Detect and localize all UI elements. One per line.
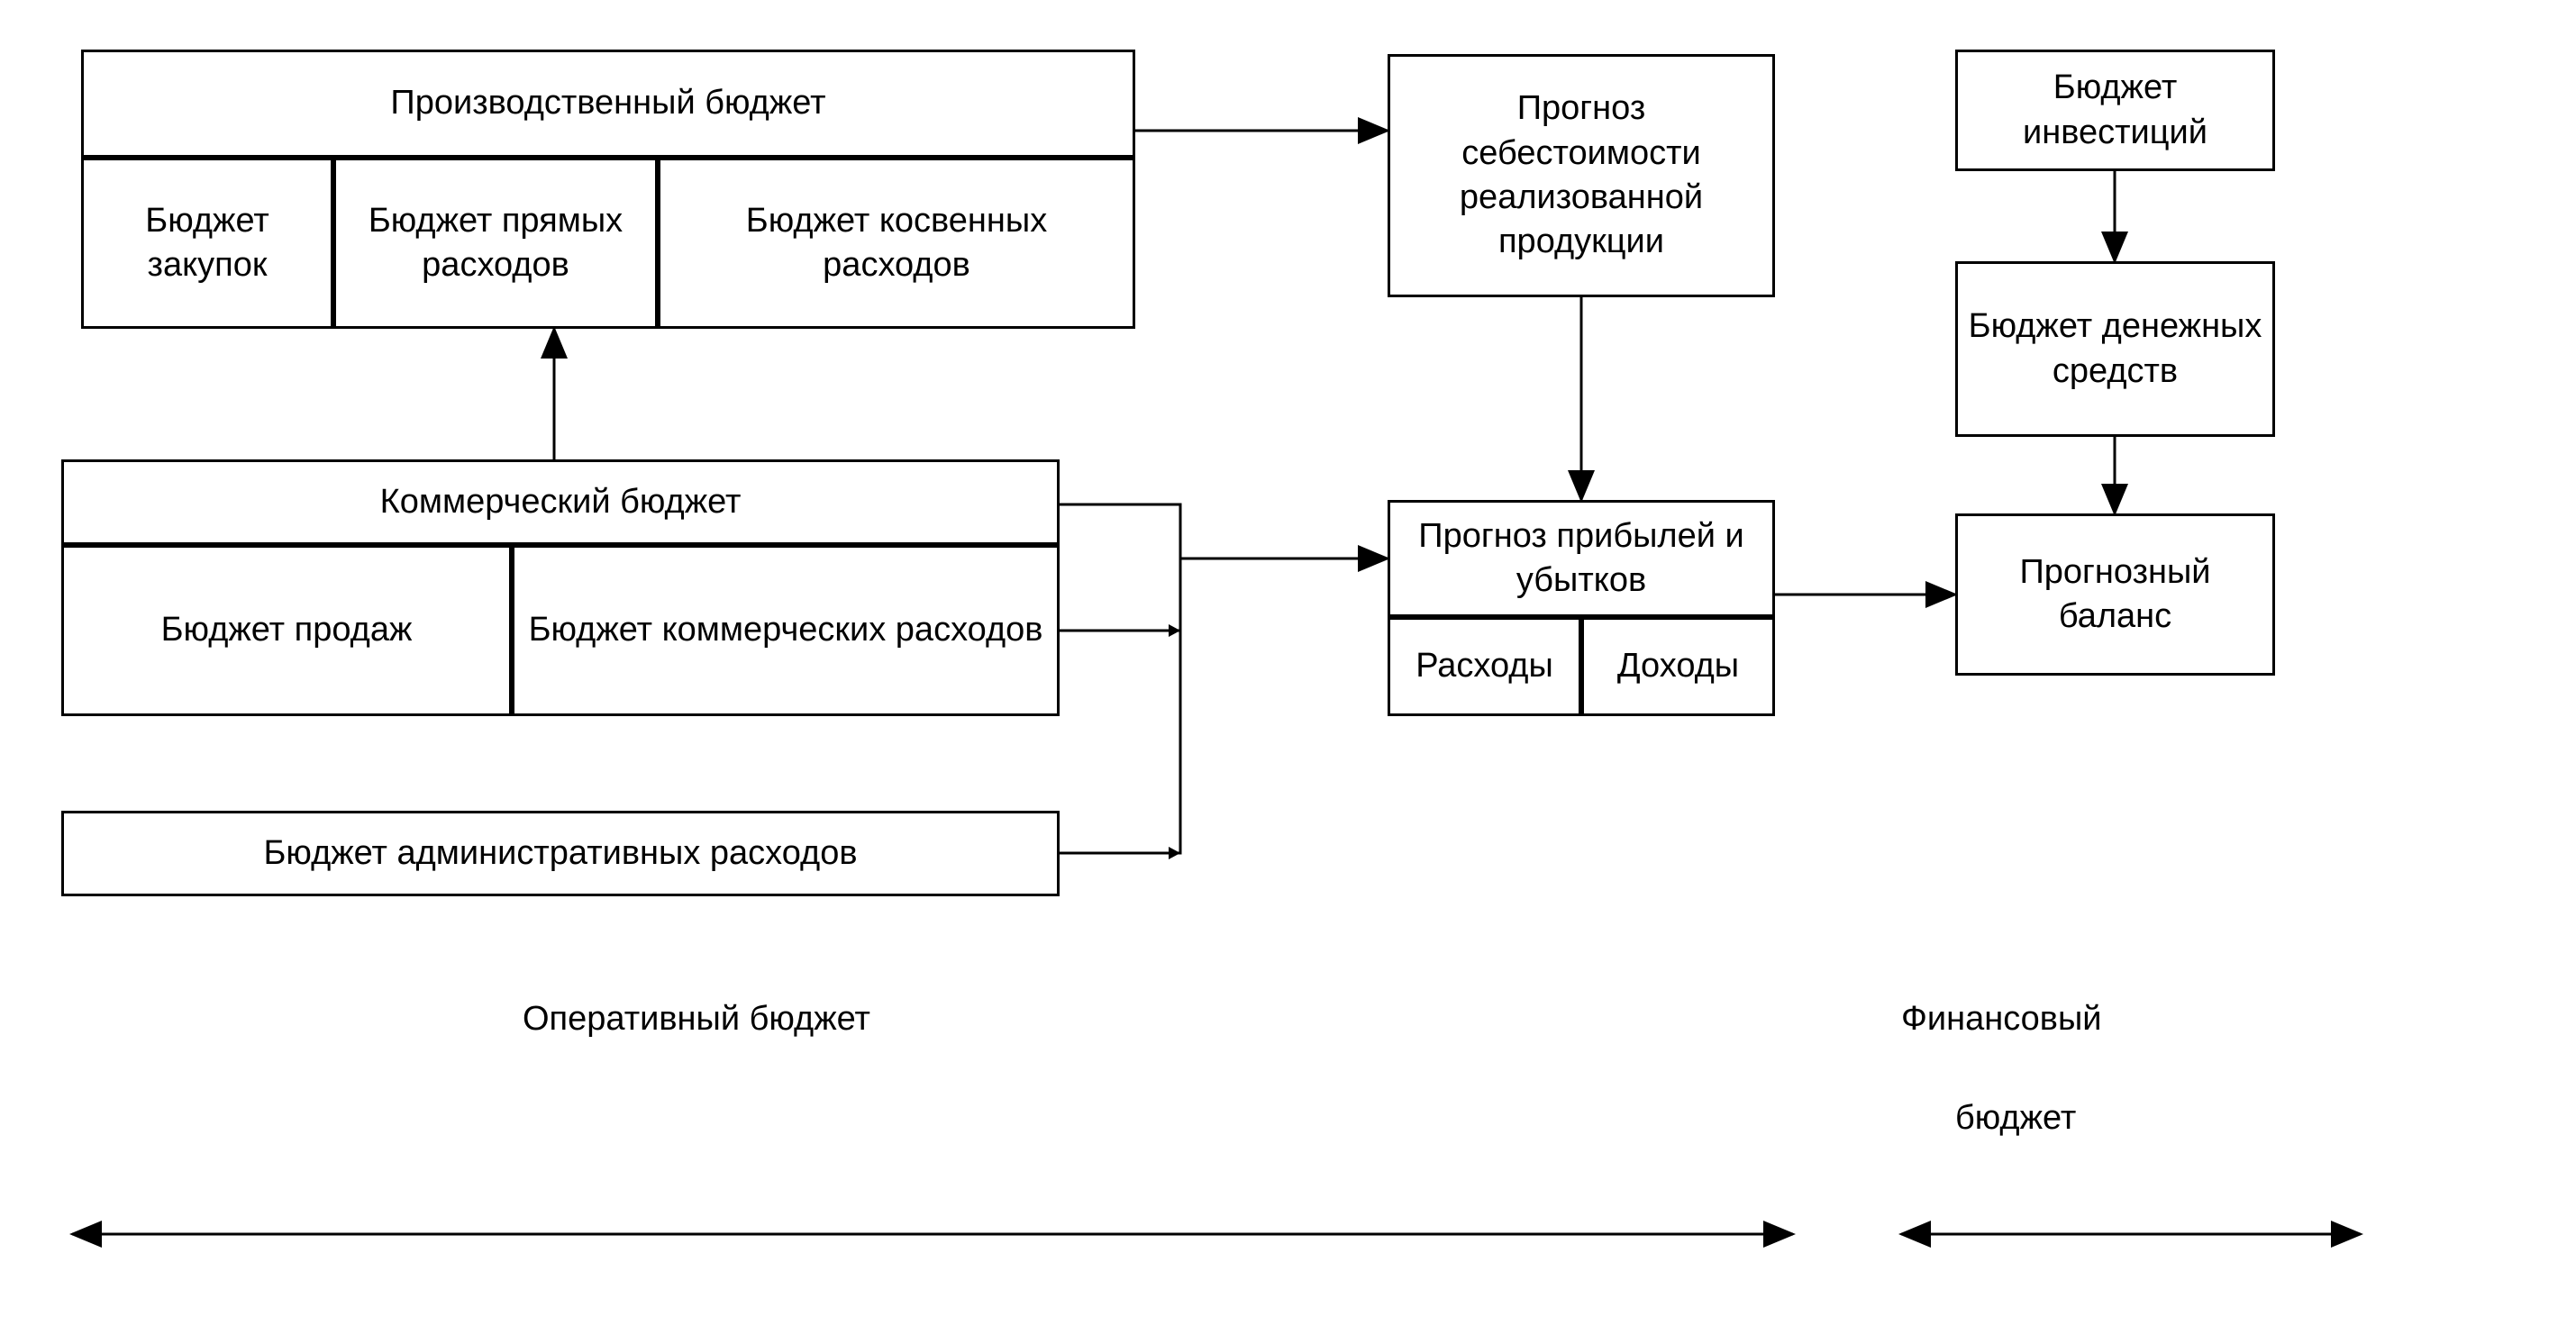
node-label: Бюджет коммерческих расходов: [529, 608, 1043, 652]
node-prod-sub2: Бюджет прямых расходов: [333, 158, 658, 329]
node-comm-sub2: Бюджет коммерческих расходов: [512, 545, 1060, 716]
arrowhead-stub-700: [1169, 624, 1180, 637]
node-label: Прогноз себестоимости реализованной прод…: [1399, 86, 1763, 265]
node-prod-sub1: Бюджет закупок: [81, 158, 333, 329]
arrowhead-stub-947: [1169, 847, 1180, 859]
node-comm-sub1: Бюджет продаж: [61, 545, 512, 716]
node-label: Доходы: [1617, 644, 1739, 688]
arrowhead-admin-corner: [1171, 853, 1189, 865]
node-forecast-pl-exp: Расходы: [1388, 617, 1581, 716]
node-label: Бюджет административных расходов: [263, 831, 857, 876]
node-label: Коммерческий бюджет: [380, 480, 742, 524]
section-label-financial-1: Финансовый: [1901, 1000, 2102, 1039]
node-label: Бюджет денежных средств: [1967, 304, 2263, 394]
node-forecast-pl-header: Прогноз прибылей и убытков: [1388, 500, 1775, 617]
node-cash: Бюджет денежных средств: [1955, 261, 2275, 437]
edge-comm-sub-to-bus: [1060, 559, 1180, 631]
node-forecast-pl-inc: Доходы: [1581, 617, 1775, 716]
node-label: Производственный бюджет: [390, 81, 825, 125]
node-prod-header: Производственный бюджет: [81, 50, 1135, 158]
node-label: Бюджет продаж: [161, 608, 413, 652]
node-invest: Бюджет инвестиций: [1955, 50, 2275, 171]
edge-comm-header-to-pl: [1060, 504, 1388, 559]
section-label-financial-2: бюджет: [1955, 1099, 2076, 1138]
node-admin: Бюджет административных расходов: [61, 811, 1060, 896]
node-balance: Прогнозный баланс: [1955, 513, 2275, 676]
node-comm-header: Коммерческий бюджет: [61, 459, 1060, 545]
node-label: Бюджет закупок: [93, 199, 322, 288]
node-label: Расходы: [1415, 644, 1553, 688]
node-forecast-cost: Прогноз себестоимости реализованной прод…: [1388, 54, 1775, 297]
node-label: Бюджет инвестиций: [1967, 66, 2263, 155]
edge-admin-to-bus: [1060, 631, 1180, 853]
node-label: Прогноз прибылей и убытков: [1399, 514, 1763, 604]
node-label: Прогнозный баланс: [1967, 550, 2263, 640]
node-label: Бюджет прямых расходов: [345, 199, 646, 288]
section-label-operational: Оперативный бюджет: [523, 1000, 870, 1039]
node-label: Бюджет косвенных расходов: [669, 199, 1124, 288]
node-prod-sub3: Бюджет косвенных расходов: [658, 158, 1135, 329]
